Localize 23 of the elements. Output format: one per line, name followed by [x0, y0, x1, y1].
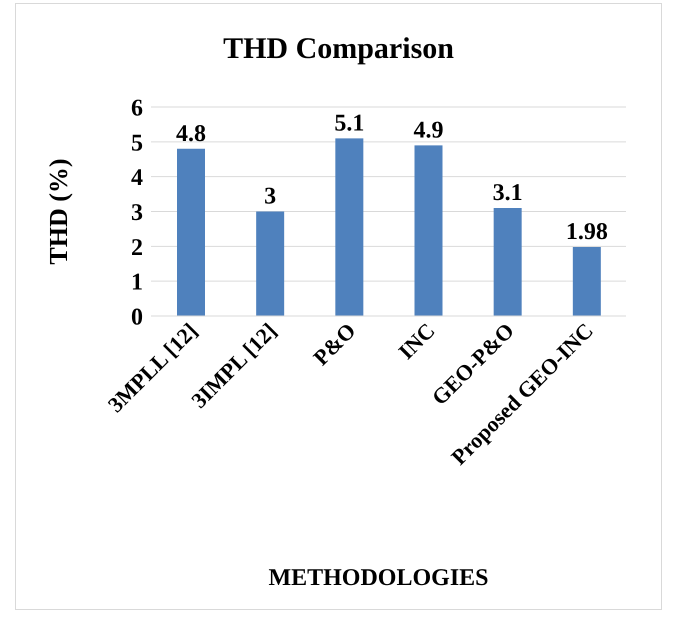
data-label: 4.9 [414, 117, 444, 144]
data-label: 4.8 [176, 120, 206, 147]
chart-title: THD Comparison [222, 31, 455, 67]
y-tick-label: 4 [131, 165, 143, 192]
data-label: 3 [264, 184, 276, 210]
y-tick-label: 1 [131, 270, 143, 296]
bar [494, 208, 522, 316]
y-tick-label: 6 [131, 96, 143, 122]
data-label: 1.98 [566, 219, 608, 246]
bar [256, 212, 284, 316]
bar [414, 145, 442, 316]
x-tick-label: INC [393, 318, 440, 364]
data-label: 3.1 [492, 180, 523, 206]
bar [572, 247, 601, 316]
y-tick-label: 0 [131, 304, 143, 331]
bar [177, 148, 205, 316]
x-axis-title: METHODOLOGIES [267, 565, 490, 592]
bar [335, 138, 364, 316]
data-label: 5.1 [334, 110, 364, 136]
y-tick-label: 2 [131, 234, 143, 261]
y-tick-label: 5 [131, 130, 143, 156]
y-axis-title: THD (%) [44, 158, 74, 265]
y-tick-label: 3 [131, 200, 143, 226]
